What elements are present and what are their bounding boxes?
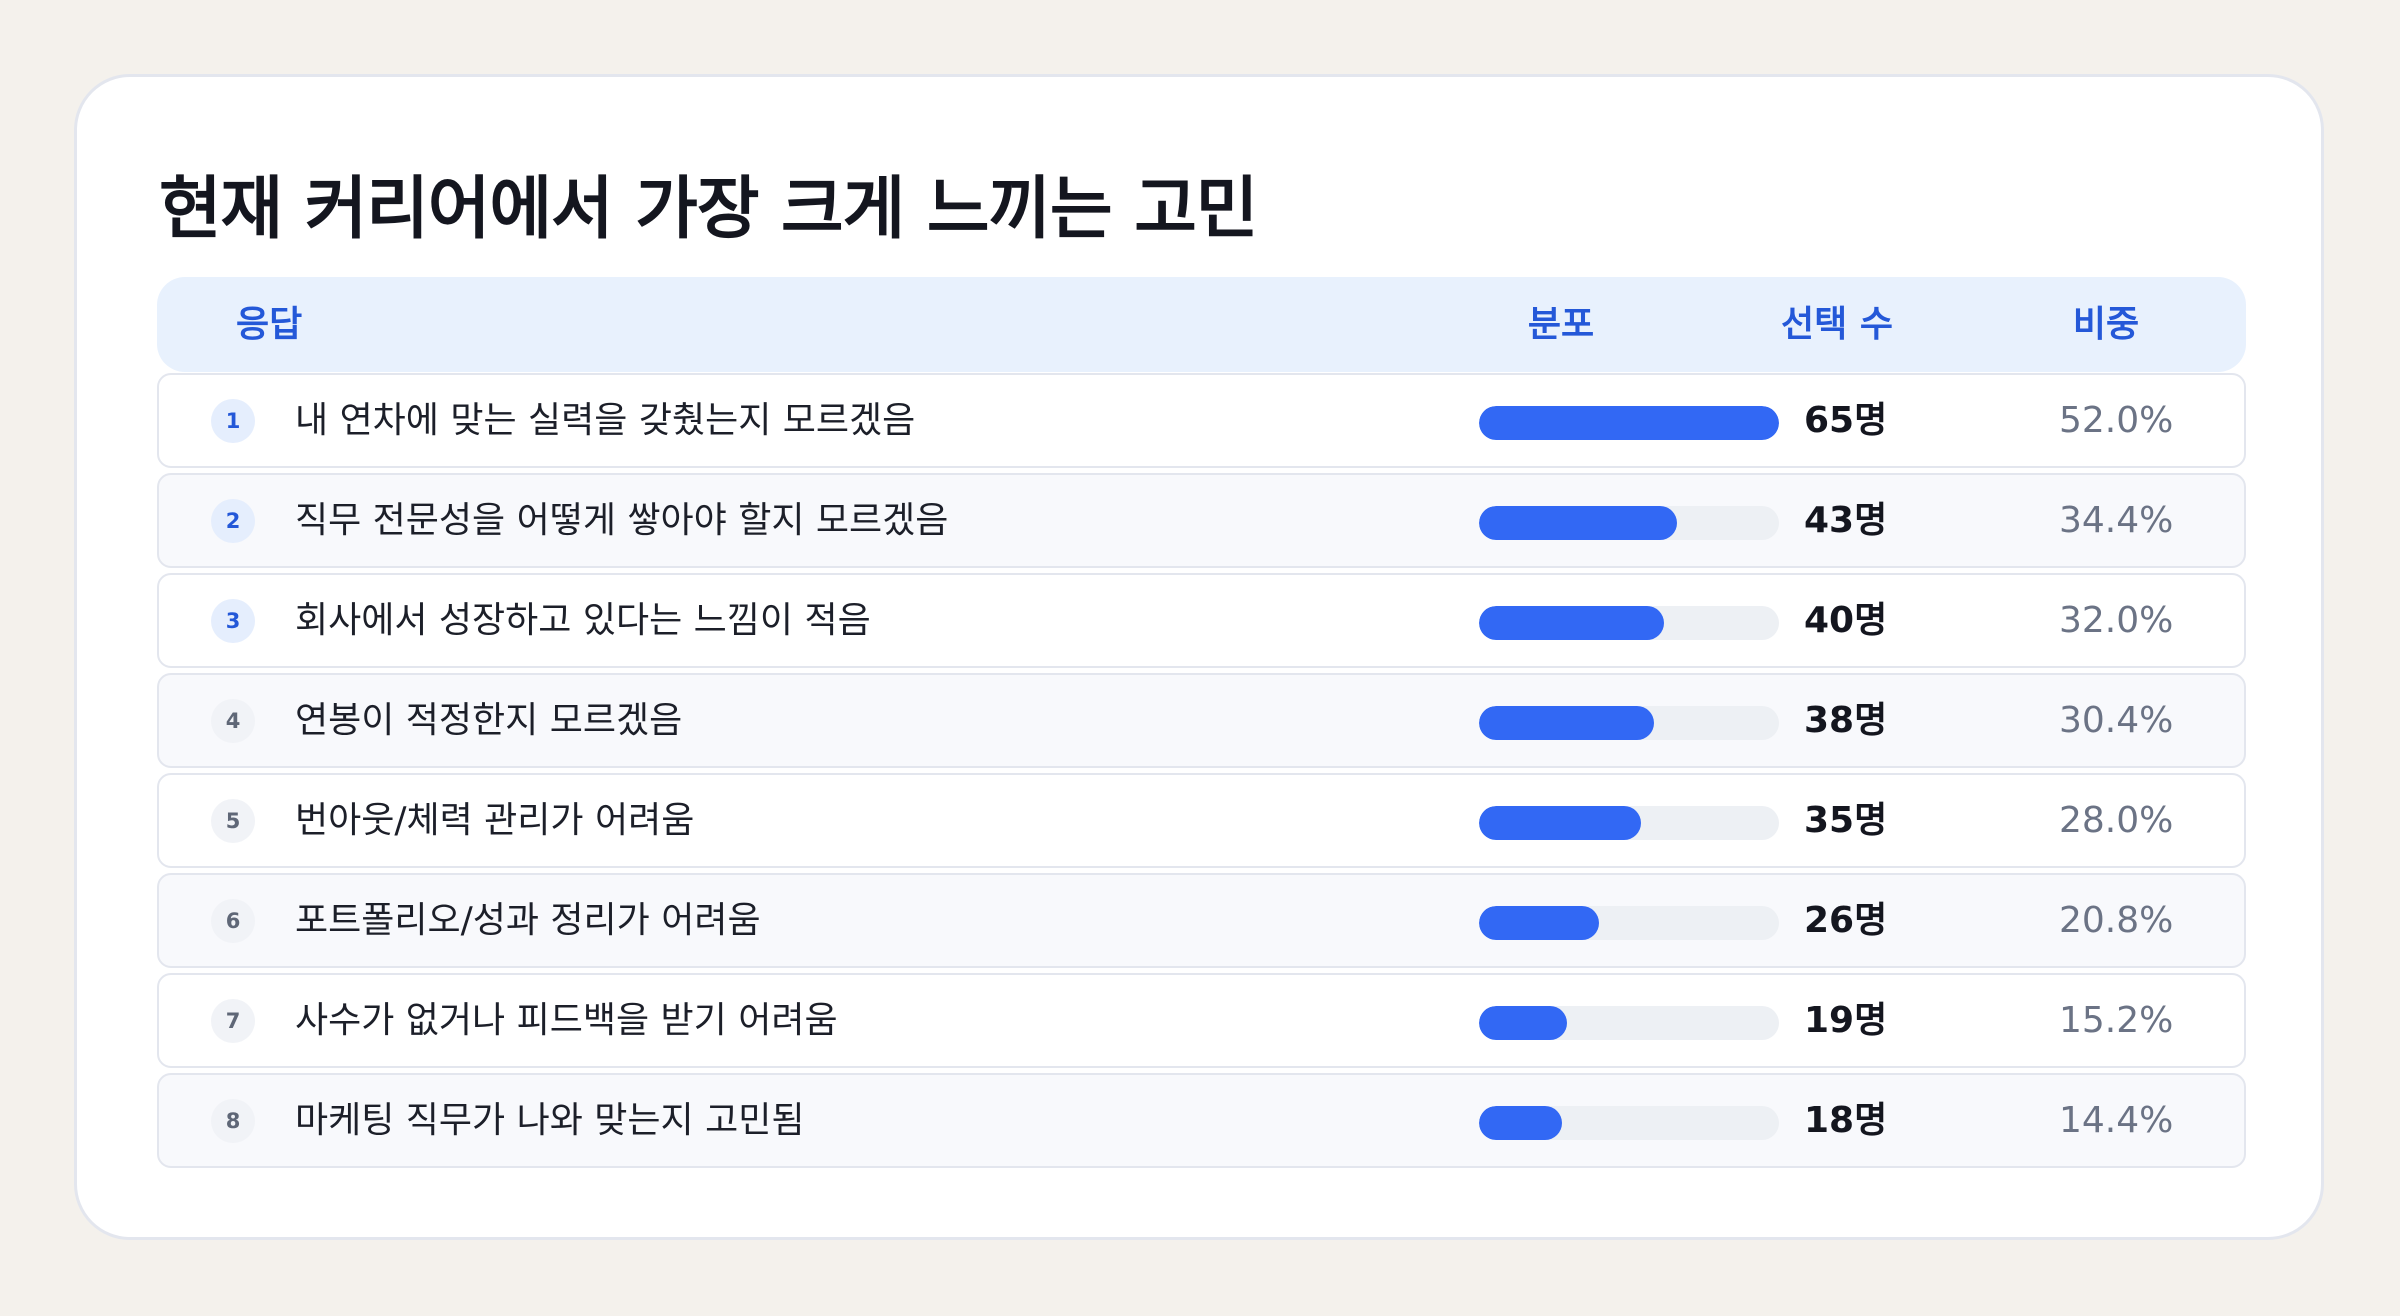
rank-badge: 8 xyxy=(211,1099,255,1143)
count-value: 43명 xyxy=(1804,500,1888,541)
percent-value: 32.0% xyxy=(2059,600,2174,641)
header-count: 선택 수 xyxy=(1781,304,1893,345)
bar-track xyxy=(1479,906,1779,940)
rank-badge: 6 xyxy=(211,899,255,943)
bar-fill xyxy=(1479,406,1779,440)
table-row: 4 연봉이 적정한지 모르겠음 38명 30.4% xyxy=(157,673,2246,768)
table-row: 3 회사에서 성장하고 있다는 느낌이 적음 40명 32.0% xyxy=(157,573,2246,668)
bar-track xyxy=(1479,1006,1779,1040)
response-label: 직무 전문성을 어떻게 쌓아야 할지 모르겠음 xyxy=(295,500,949,541)
percent-value: 52.0% xyxy=(2059,400,2174,441)
bar-fill xyxy=(1479,806,1641,840)
count-value: 19명 xyxy=(1804,1000,1888,1041)
table-row: 2 직무 전문성을 어떻게 쌓아야 할지 모르겠음 43명 34.4% xyxy=(157,473,2246,568)
response-label: 내 연차에 맞는 실력을 갖췄는지 모르겠음 xyxy=(295,400,916,441)
table-row: 7 사수가 없거나 피드백을 받기 어려움 19명 15.2% xyxy=(157,973,2246,1068)
table-row: 5 번아웃/체력 관리가 어려움 35명 28.0% xyxy=(157,773,2246,868)
chart-title: 현재 커리어에서 가장 크게 느끼는 고민 xyxy=(159,170,1258,249)
table-header: 응답 분포 선택 수 비중 xyxy=(157,277,2246,372)
table-row: 8 마케팅 직무가 나와 맞는지 고민됨 18명 14.4% xyxy=(157,1073,2246,1168)
rank-badge: 7 xyxy=(211,999,255,1043)
table-row: 6 포트폴리오/성과 정리가 어려움 26명 20.8% xyxy=(157,873,2246,968)
bar-fill xyxy=(1479,1106,1563,1140)
rank-badge: 5 xyxy=(211,799,255,843)
percent-value: 20.8% xyxy=(2059,900,2174,941)
response-label: 마케팅 직무가 나와 맞는지 고민됨 xyxy=(295,1100,805,1141)
survey-card: 현재 커리어에서 가장 크게 느끼는 고민 응답 분포 선택 수 비중 1 내 … xyxy=(74,74,2324,1240)
percent-value: 34.4% xyxy=(2059,500,2174,541)
bar-track xyxy=(1479,406,1779,440)
response-label: 번아웃/체력 관리가 어려움 xyxy=(295,800,695,841)
bar-track xyxy=(1479,506,1779,540)
count-value: 35명 xyxy=(1804,800,1888,841)
bar-track xyxy=(1479,606,1779,640)
bar-track xyxy=(1479,806,1779,840)
count-value: 65명 xyxy=(1804,400,1888,441)
header-response: 응답 xyxy=(236,304,303,345)
table-body: 1 내 연차에 맞는 실력을 갖췄는지 모르겠음 65명 52.0% 2 직무 … xyxy=(157,373,2246,1173)
rank-badge: 1 xyxy=(211,399,255,443)
percent-value: 15.2% xyxy=(2059,1000,2174,1041)
percent-value: 30.4% xyxy=(2059,700,2174,741)
header-share: 비중 xyxy=(2072,304,2140,345)
response-label: 사수가 없거나 피드백을 받기 어려움 xyxy=(295,1000,838,1041)
count-value: 38명 xyxy=(1804,700,1888,741)
table-row: 1 내 연차에 맞는 실력을 갖췄는지 모르겠음 65명 52.0% xyxy=(157,373,2246,468)
bar-fill xyxy=(1479,706,1655,740)
header-distribution: 분포 xyxy=(1527,304,1595,345)
bar-track xyxy=(1479,1106,1779,1140)
response-label: 연봉이 적정한지 모르겠음 xyxy=(295,700,683,741)
percent-value: 14.4% xyxy=(2059,1100,2174,1141)
rank-badge: 3 xyxy=(211,599,255,643)
percent-value: 28.0% xyxy=(2059,800,2174,841)
count-value: 18명 xyxy=(1804,1100,1888,1141)
bar-fill xyxy=(1479,906,1599,940)
bar-fill xyxy=(1479,606,1664,640)
bar-track xyxy=(1479,706,1779,740)
response-label: 포트폴리오/성과 정리가 어려움 xyxy=(295,900,761,941)
rank-badge: 4 xyxy=(211,699,255,743)
rank-badge: 2 xyxy=(211,499,255,543)
count-value: 40명 xyxy=(1804,600,1888,641)
count-value: 26명 xyxy=(1804,900,1888,941)
bar-fill xyxy=(1479,506,1678,540)
bar-fill xyxy=(1479,1006,1567,1040)
response-label: 회사에서 성장하고 있다는 느낌이 적음 xyxy=(295,600,871,641)
